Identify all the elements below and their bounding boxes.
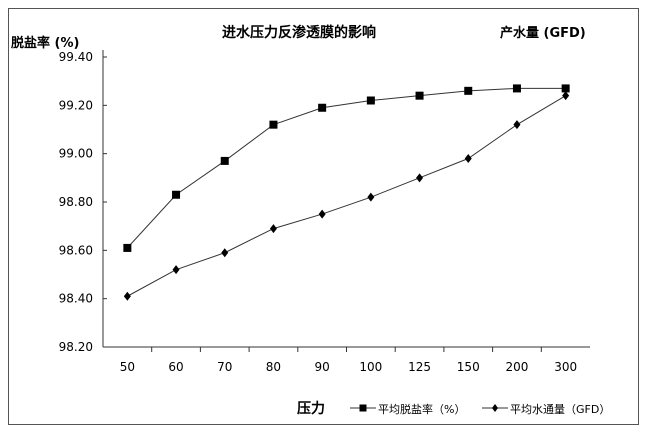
data-point-series-2 bbox=[123, 291, 131, 301]
legend-marker-square bbox=[359, 404, 367, 412]
data-point-series-1 bbox=[269, 120, 278, 129]
series-line-2 bbox=[127, 95, 566, 297]
y-tick-label: 98.80 bbox=[59, 195, 93, 209]
data-point-series-1 bbox=[366, 96, 375, 105]
x-tick-label: 80 bbox=[266, 360, 281, 374]
legend-label-flux: 平均水通量（GFD） bbox=[510, 403, 611, 416]
data-point-series-1 bbox=[415, 91, 424, 100]
x-tick-label: 200 bbox=[505, 360, 528, 374]
x-tick-label: 60 bbox=[168, 360, 183, 374]
data-point-series-2 bbox=[172, 265, 180, 275]
legend-label-salt-rejection: 平均脱盐率（%） bbox=[378, 403, 466, 416]
chart-frame bbox=[8, 8, 639, 425]
y-tick-label: 99.00 bbox=[59, 147, 93, 161]
x-axis-label: 压力 bbox=[297, 401, 325, 417]
data-point-series-2 bbox=[269, 224, 277, 234]
data-point-series-1 bbox=[464, 86, 473, 95]
data-point-series-1 bbox=[512, 84, 521, 93]
y2-axis-label: 产水量 (GFD) bbox=[500, 26, 586, 41]
y-tick-label: 98.60 bbox=[59, 243, 93, 257]
x-tick-label: 90 bbox=[315, 360, 330, 374]
data-point-series-2 bbox=[221, 248, 229, 258]
data-point-series-1 bbox=[172, 190, 181, 199]
legend-marker-diamond bbox=[492, 404, 498, 412]
data-point-series-2 bbox=[513, 120, 521, 130]
x-tick-label: 50 bbox=[120, 360, 135, 374]
y-axis-label: 脱盐率 (%) bbox=[11, 36, 80, 51]
x-tick-label: 125 bbox=[408, 360, 431, 374]
chart-title: 进水压力反渗透膜的影响 bbox=[222, 25, 376, 41]
data-point-series-2 bbox=[318, 209, 326, 219]
x-tick-label: 70 bbox=[217, 360, 232, 374]
data-point-series-1 bbox=[220, 156, 229, 165]
data-point-series-1 bbox=[318, 103, 327, 112]
data-point-series-1 bbox=[561, 84, 570, 93]
y-tick-label: 99.40 bbox=[59, 50, 93, 64]
series-line-1 bbox=[126, 87, 566, 249]
y-tick-label: 99.20 bbox=[59, 98, 93, 112]
x-tick-label: 100 bbox=[359, 360, 382, 374]
x-tick-label: 150 bbox=[457, 360, 480, 374]
data-point-series-1 bbox=[123, 243, 132, 252]
data-point-series-2 bbox=[464, 154, 472, 163]
y-tick-label: 98.40 bbox=[59, 292, 93, 306]
data-point-series-2 bbox=[562, 91, 570, 101]
data-point-series-2 bbox=[367, 192, 375, 202]
y-tick-label: 98.20 bbox=[59, 340, 93, 354]
data-point-series-2 bbox=[416, 173, 424, 183]
x-tick-label: 300 bbox=[554, 360, 577, 374]
